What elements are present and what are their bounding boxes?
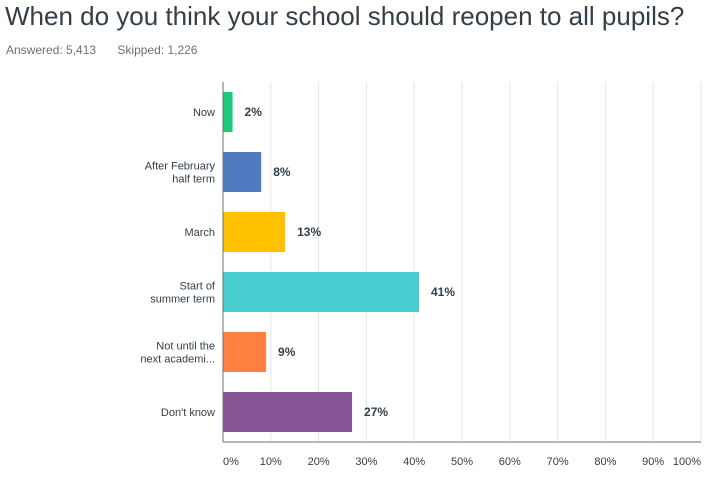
- value-label: 41%: [431, 285, 455, 299]
- category-label: March: [184, 227, 215, 239]
- answered-count: Answered: 5,413: [6, 43, 97, 57]
- tick-label: 10%: [260, 456, 282, 468]
- response-stats: Answered: 5,413 Skipped: 1,226: [6, 43, 197, 57]
- tick-label: 90%: [642, 456, 664, 468]
- tick-label: 60%: [499, 456, 521, 468]
- category-label: Not until the next academi...: [140, 341, 215, 366]
- tick-label: 100%: [673, 456, 701, 468]
- skipped-count: Skipped: 1,226: [117, 43, 198, 57]
- value-label: 8%: [273, 165, 291, 179]
- category-label: Start of summer term: [150, 281, 216, 306]
- value-label: 2%: [245, 105, 263, 119]
- tick-label: 80%: [594, 456, 616, 468]
- value-label: 13%: [297, 225, 321, 239]
- tick-label: 50%: [451, 456, 473, 468]
- bar: [223, 92, 233, 132]
- tick-label: 30%: [355, 456, 377, 468]
- category-label: Don't know: [161, 407, 215, 419]
- category-label: Now: [193, 107, 215, 119]
- tick-label: 20%: [308, 456, 330, 468]
- bar: [223, 332, 267, 372]
- tick-label: 0%: [223, 456, 239, 468]
- bar: [223, 152, 262, 192]
- bar: [223, 212, 286, 252]
- tick-label: 40%: [403, 456, 425, 468]
- category-label: After February half term: [145, 161, 216, 186]
- bar: [223, 272, 419, 312]
- tick-label: 70%: [547, 456, 569, 468]
- value-label: 27%: [364, 405, 388, 419]
- question-title: When do you think your school should reo…: [5, 1, 685, 31]
- value-label: 9%: [278, 345, 296, 359]
- bar: [223, 392, 353, 432]
